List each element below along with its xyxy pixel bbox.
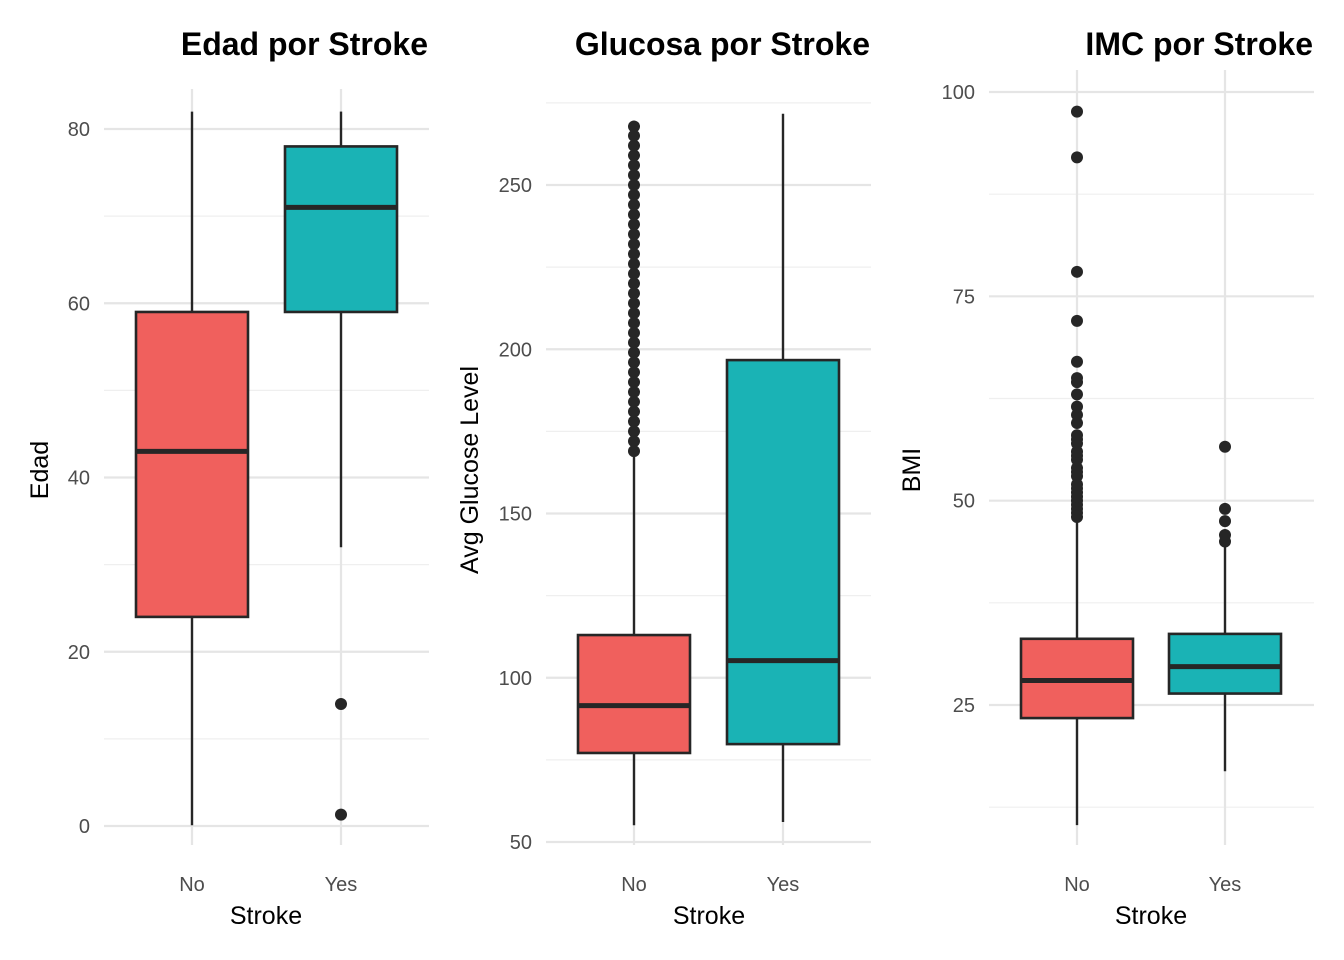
y-tick-label: 100 bbox=[942, 82, 975, 104]
outlier-point bbox=[1071, 151, 1083, 164]
outlier-point bbox=[628, 238, 640, 251]
box-no bbox=[1019, 105, 1135, 826]
x-tick-label: Yes bbox=[1209, 874, 1242, 896]
y-tick-label: 250 bbox=[499, 175, 532, 197]
outlier-point bbox=[628, 159, 640, 172]
outlier-point bbox=[1071, 429, 1083, 442]
y-axis-label: Avg Glucose Level bbox=[456, 366, 484, 574]
outlier-point bbox=[628, 326, 640, 339]
x-tick-label: No bbox=[1064, 874, 1090, 896]
y-tick-label: 25 bbox=[953, 695, 975, 717]
outlier-point bbox=[628, 198, 640, 211]
outlier-point bbox=[628, 346, 640, 359]
box-yes bbox=[725, 113, 841, 822]
y-tick-label: 80 bbox=[68, 119, 90, 141]
outlier-point bbox=[628, 336, 640, 349]
outlier-point bbox=[1219, 515, 1231, 528]
outlier-point bbox=[628, 149, 640, 162]
outlier-point bbox=[628, 139, 640, 152]
y-tick-label: 60 bbox=[68, 293, 90, 315]
y-tick-label: 50 bbox=[510, 832, 532, 854]
outlier-point bbox=[628, 395, 640, 408]
box-yes bbox=[283, 111, 399, 821]
iqr-box bbox=[576, 633, 692, 755]
outlier-point bbox=[628, 415, 640, 428]
y-tick-label: 50 bbox=[953, 491, 975, 513]
outlier-point bbox=[628, 435, 640, 448]
iqr-box bbox=[134, 310, 250, 619]
x-tick-label: No bbox=[179, 874, 205, 896]
outlier-point bbox=[628, 267, 640, 280]
outlier-point bbox=[628, 425, 640, 438]
outlier-point bbox=[1219, 502, 1231, 515]
panel-title: IMC por Stroke bbox=[1085, 26, 1313, 62]
y-axis-label: BMI bbox=[898, 448, 926, 492]
outlier-point bbox=[1219, 440, 1231, 453]
outlier-point bbox=[628, 257, 640, 270]
outlier-point bbox=[628, 405, 640, 418]
outlier-point bbox=[1219, 528, 1231, 541]
outlier-point bbox=[1071, 265, 1083, 278]
y-tick-label: 100 bbox=[499, 668, 532, 690]
outlier-point bbox=[628, 247, 640, 260]
outlier-point bbox=[1071, 372, 1083, 385]
outlier-point bbox=[1071, 314, 1083, 327]
outlier-point bbox=[628, 307, 640, 320]
box-no bbox=[134, 111, 250, 826]
outlier-point bbox=[628, 120, 640, 133]
x-tick-label: Yes bbox=[767, 874, 800, 896]
outlier-point bbox=[628, 316, 640, 329]
outlier-point bbox=[628, 356, 640, 369]
x-axis-label: Stroke bbox=[673, 902, 745, 930]
outlier-point bbox=[628, 366, 640, 379]
iqr-box bbox=[1167, 632, 1283, 695]
panel-imc: 25 50 75 100 No Yes IMC por Stroke Stroke BM… bbox=[898, 26, 1314, 930]
y-tick-label: 20 bbox=[68, 642, 90, 664]
x-tick-label: Yes bbox=[325, 874, 358, 896]
outlier-point bbox=[335, 808, 347, 821]
y-tick-label: 40 bbox=[68, 468, 90, 490]
outlier-point bbox=[628, 287, 640, 300]
panel-title: Glucosa por Stroke bbox=[575, 26, 870, 62]
panel-title: Edad por Stroke bbox=[181, 26, 428, 62]
outlier-point bbox=[1071, 105, 1083, 118]
x-axis-label: Stroke bbox=[1115, 902, 1187, 930]
outlier-point bbox=[628, 445, 640, 458]
iqr-box bbox=[283, 145, 399, 314]
outlier-point bbox=[628, 188, 640, 201]
outlier-point bbox=[628, 297, 640, 310]
box-no bbox=[576, 120, 692, 826]
y-tick-label: 0 bbox=[79, 816, 90, 838]
outlier-point bbox=[335, 698, 347, 711]
box-yes bbox=[1167, 440, 1283, 772]
outlier-point bbox=[628, 277, 640, 290]
outlier-point bbox=[1071, 400, 1083, 413]
iqr-box bbox=[725, 358, 841, 746]
y-tick-label: 150 bbox=[499, 504, 532, 526]
outlier-point bbox=[1071, 388, 1083, 401]
outlier-point bbox=[628, 208, 640, 221]
outlier-point bbox=[1071, 355, 1083, 368]
outlier-point bbox=[628, 385, 640, 398]
outlier-point bbox=[628, 228, 640, 241]
y-tick-label: 200 bbox=[499, 339, 532, 361]
x-axis-label: Stroke bbox=[230, 902, 302, 930]
outlier-point bbox=[628, 376, 640, 389]
y-tick-label: 75 bbox=[953, 286, 975, 308]
outlier-point bbox=[628, 169, 640, 182]
outlier-point bbox=[628, 218, 640, 231]
y-axis-label: Edad bbox=[26, 441, 54, 499]
x-tick-label: No bbox=[621, 874, 647, 896]
panel-edad: 0 20 40 60 80 No Yes Edad por Stroke Stroke E… bbox=[26, 26, 429, 930]
outlier-point bbox=[628, 179, 640, 191]
outlier-point bbox=[628, 129, 640, 142]
